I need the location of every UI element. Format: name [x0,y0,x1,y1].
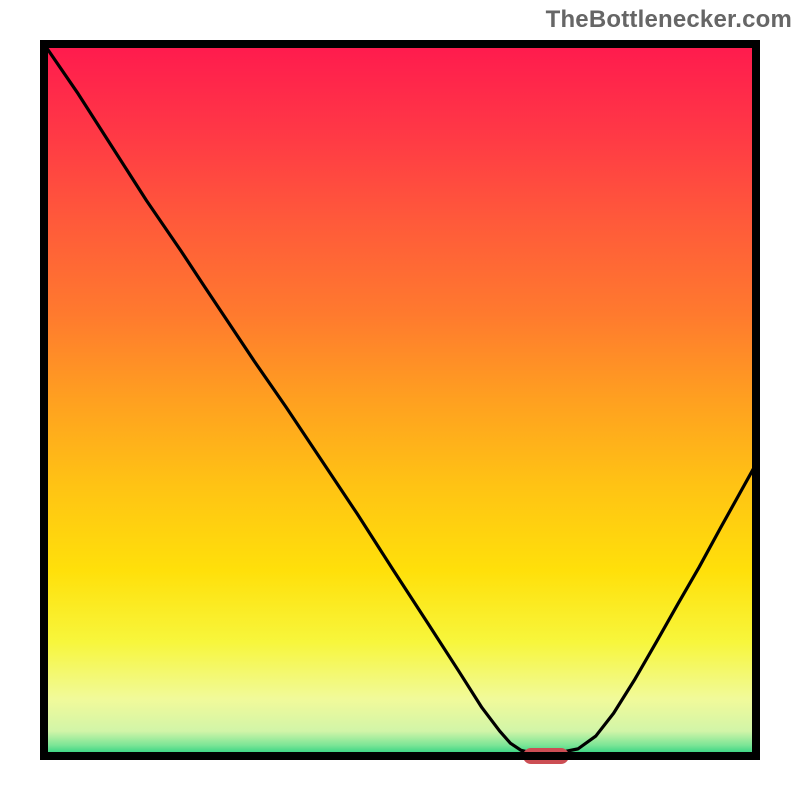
watermark-label: TheBottlenecker.com [546,6,792,34]
chart-svg [0,0,800,800]
gradient-background [44,44,756,756]
chart-container: TheBottlenecker.com [0,0,800,800]
